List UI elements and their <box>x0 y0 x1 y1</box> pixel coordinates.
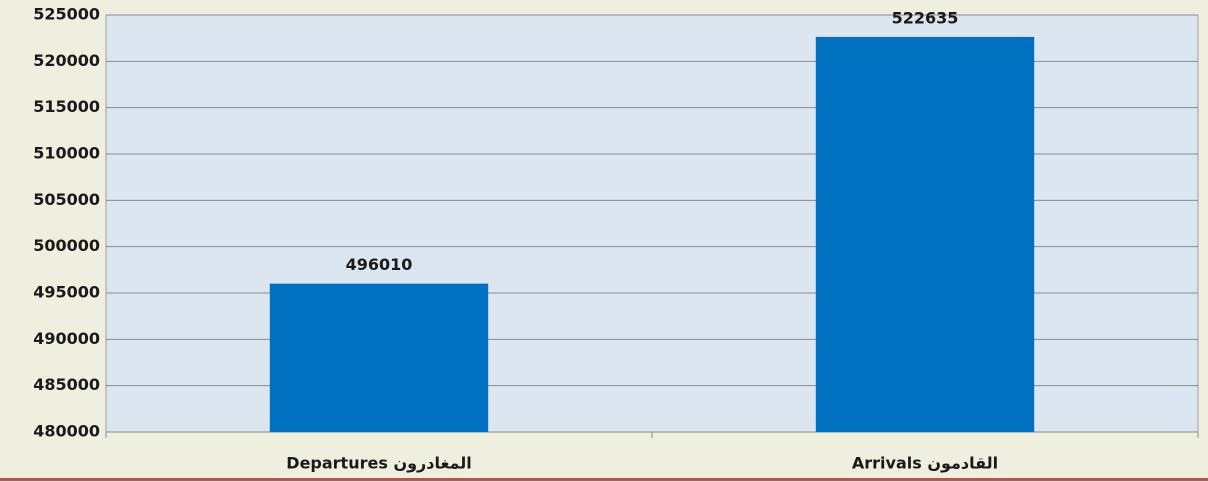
y-tick-label: 485000 <box>33 375 100 394</box>
x-tick-label: Departures المغادرون <box>286 454 471 473</box>
y-tick-label: 510000 <box>33 144 100 163</box>
x-tick-label: Arrivals القادمون <box>852 454 998 473</box>
y-tick-label: 500000 <box>33 236 100 255</box>
bar <box>269 283 489 432</box>
y-tick-label: 505000 <box>33 190 100 209</box>
data-label: 496010 <box>346 255 413 274</box>
data-label: 522635 <box>892 8 959 27</box>
y-tick-label: 520000 <box>33 51 100 70</box>
y-tick-label: 490000 <box>33 329 100 348</box>
bar <box>815 36 1035 432</box>
y-tick-label: 495000 <box>33 283 100 302</box>
y-tick-label: 515000 <box>33 97 100 116</box>
y-tick-label: 525000 <box>33 5 100 24</box>
y-tick-label: 480000 <box>33 422 100 441</box>
